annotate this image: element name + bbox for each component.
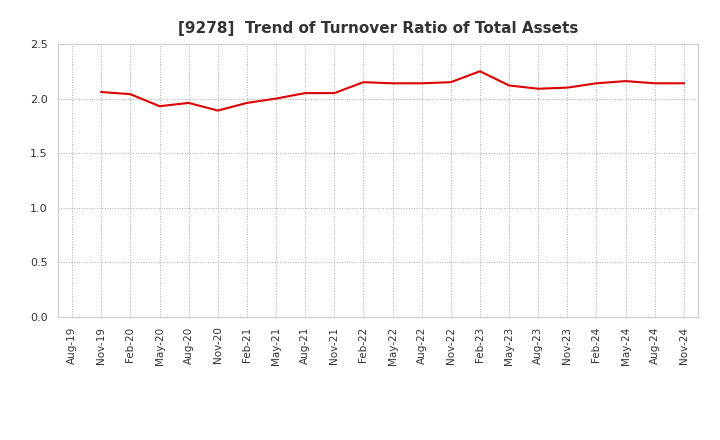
Title: [9278]  Trend of Turnover Ratio of Total Assets: [9278] Trend of Turnover Ratio of Total …: [178, 21, 578, 36]
